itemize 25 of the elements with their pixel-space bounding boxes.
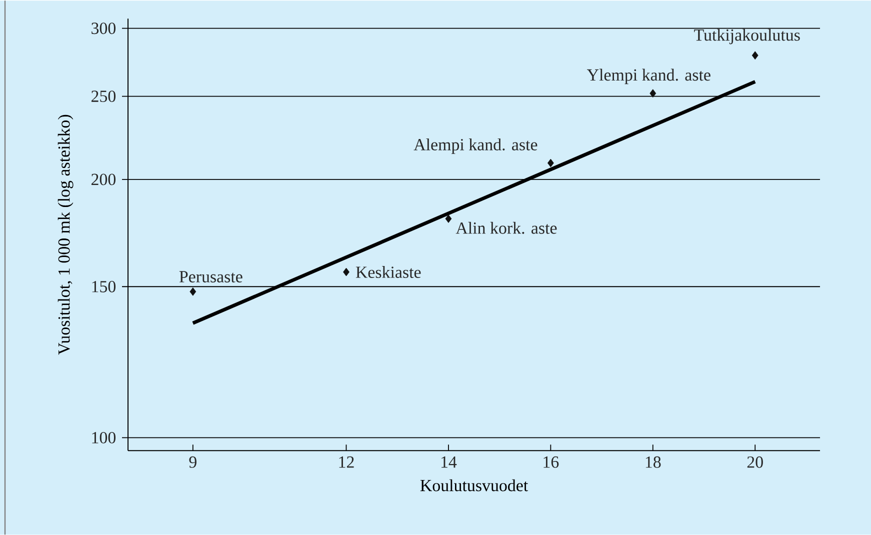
x-tick-label: 12 — [339, 456, 354, 468]
point — [343, 268, 350, 276]
x-tick-label: 18 — [646, 456, 661, 468]
x-tick-label: 20 — [747, 456, 763, 468]
point — [752, 51, 758, 60]
y-tick-label: 200 — [92, 174, 116, 186]
x-tick-label: 9 — [189, 456, 196, 468]
point — [650, 89, 656, 98]
x-tick-label: 16 — [544, 456, 559, 468]
y-tick-label: 150 — [92, 280, 116, 292]
point — [190, 287, 196, 296]
annotation: Tutkijakoulutus — [694, 28, 800, 44]
point — [547, 158, 554, 168]
annotation: Ylempi kand. aste — [586, 68, 710, 84]
y-tick-label: 250 — [92, 90, 116, 102]
point — [445, 214, 452, 223]
annotation: Perusaste — [179, 271, 242, 282]
x-axis-title: Koulutusvuodet — [420, 479, 528, 492]
annotation: Keskiaste — [356, 266, 421, 278]
y-tick-label: 100 — [92, 432, 116, 444]
annotation: Alempi kand. aste — [414, 138, 538, 154]
annotation: Alin kork. aste — [456, 222, 557, 234]
y-axis-title: Vuositulot, 1 000 mk (log asteikko) — [58, 114, 74, 355]
y-tick-label: 300 — [92, 22, 116, 34]
x-tick-label: 14 — [441, 456, 457, 468]
